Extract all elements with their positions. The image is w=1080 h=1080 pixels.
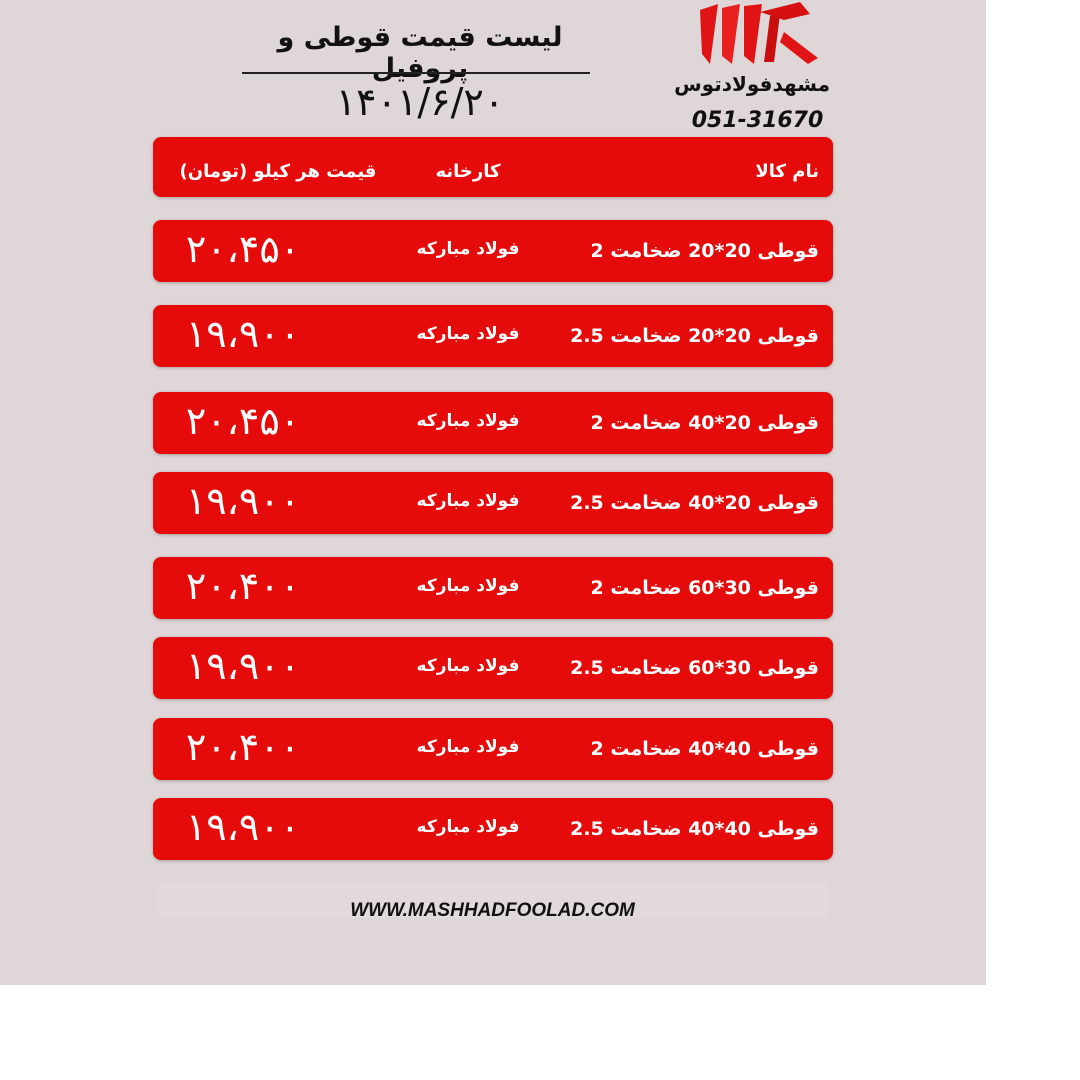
- table-header: نام کالا کارخانه قیمت هر کیلو (تومان): [153, 137, 833, 197]
- price-list-poster: لیست قیمت قوطی و پروفیل ۱۴۰۱/۶/۲۰ مشهدفو…: [0, 0, 986, 985]
- factory-name: فولاد مبارکه: [416, 817, 520, 837]
- table-row: قوطی 40*40 ضخامت 2.5 فولاد مبارکه ۱۹،۹۰۰: [153, 798, 833, 860]
- table-row: قوطی 20*20 ضخامت 2 فولاد مبارکه ۲۰،۴۵۰: [153, 220, 833, 282]
- website-url: WWW.MASHHADFOOLAD.COM: [350, 900, 635, 921]
- price: ۱۹،۹۰۰: [185, 479, 301, 523]
- price: ۲۰،۴۵۰: [185, 227, 301, 271]
- table-row: قوطی 30*60 ضخامت 2.5 فولاد مبارکه ۱۹،۹۰۰: [153, 637, 833, 699]
- date: ۱۴۰۱/۶/۲۰: [335, 80, 505, 124]
- factory-name: فولاد مبارکه: [416, 737, 520, 757]
- price: ۲۰،۴۰۰: [185, 725, 301, 769]
- table-row: قوطی 20*40 ضخامت 2 فولاد مبارکه ۲۰،۴۵۰: [153, 392, 833, 454]
- table-row: قوطی 30*60 ضخامت 2 فولاد مبارکه ۲۰،۴۰۰: [153, 557, 833, 619]
- price: ۱۹،۹۰۰: [185, 805, 301, 849]
- column-header-factory: کارخانه: [435, 161, 501, 182]
- price: ۱۹،۹۰۰: [185, 312, 301, 356]
- price: ۲۰،۴۰۰: [185, 564, 301, 608]
- factory-name: فولاد مبارکه: [416, 656, 520, 676]
- company-logo-icon: [700, 2, 818, 64]
- product-name: قوطی 20*20 ضخامت 2: [590, 240, 819, 262]
- factory-name: فولاد مبارکه: [416, 324, 520, 344]
- title-underline: [242, 72, 590, 74]
- factory-name: فولاد مبارکه: [416, 491, 520, 511]
- product-name: قوطی 20*40 ضخامت 2.5: [570, 492, 819, 514]
- factory-name: فولاد مبارکه: [416, 239, 520, 259]
- product-name: قوطی 40*40 ضخامت 2: [590, 738, 819, 760]
- table-row: قوطی 20*20 ضخامت 2.5 فولاد مبارکه ۱۹،۹۰۰: [153, 305, 833, 367]
- footer-box: [155, 882, 830, 918]
- table-row: قوطی 20*40 ضخامت 2.5 فولاد مبارکه ۱۹،۹۰۰: [153, 472, 833, 534]
- brand-name: مشهدفولادتوس: [674, 72, 830, 96]
- column-header-name: نام کالا: [755, 161, 819, 182]
- table-row: قوطی 40*40 ضخامت 2 فولاد مبارکه ۲۰،۴۰۰: [153, 718, 833, 780]
- phone-number: 051-31670: [691, 108, 824, 133]
- product-name: قوطی 30*60 ضخامت 2: [590, 577, 819, 599]
- price: ۱۹،۹۰۰: [185, 644, 301, 688]
- page-title: لیست قیمت قوطی و پروفیل: [277, 22, 563, 84]
- factory-name: فولاد مبارکه: [416, 576, 520, 596]
- product-name: قوطی 20*20 ضخامت 2.5: [570, 325, 819, 347]
- column-header-price: قیمت هر کیلو (تومان): [179, 161, 377, 182]
- product-name: قوطی 20*40 ضخامت 2: [590, 412, 819, 434]
- factory-name: فولاد مبارکه: [416, 411, 520, 431]
- product-name: قوطی 30*60 ضخامت 2.5: [570, 657, 819, 679]
- price: ۲۰،۴۵۰: [185, 399, 301, 443]
- product-name: قوطی 40*40 ضخامت 2.5: [570, 818, 819, 840]
